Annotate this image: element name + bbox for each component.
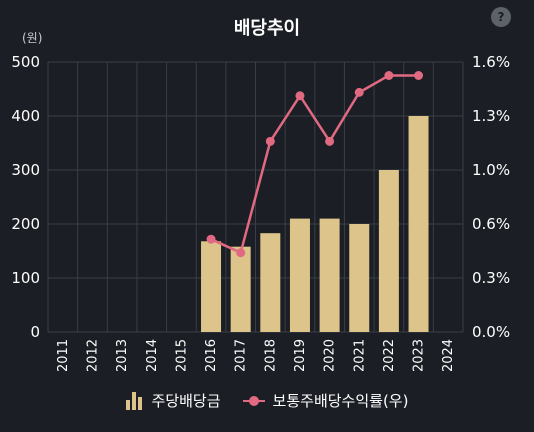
help-icon[interactable]: ? (491, 7, 511, 27)
right-tick-label: 0.0% (472, 323, 510, 341)
left-tick-label: 300 (11, 161, 40, 179)
x-tick-label: 2016 (204, 339, 219, 372)
left-tick-label: 400 (11, 107, 40, 125)
left-axis-unit: (원) (22, 31, 43, 45)
x-tick-label: 2015 (174, 339, 189, 372)
x-tick-label: 2013 (115, 339, 130, 372)
x-tick-label: 2024 (441, 339, 456, 372)
x-tick-label: 2018 (263, 339, 278, 372)
yield-point-2022 (384, 71, 394, 80)
right-tick-label: 0.3% (472, 269, 510, 287)
yield-point-2021 (354, 87, 364, 97)
yield-point-2019 (295, 91, 305, 101)
legend-item-line[interactable]: 보통주배당수익률(우) (242, 390, 409, 411)
right-tick-label: 1.3% (472, 107, 510, 125)
right-tick-label: 0.6% (472, 215, 510, 233)
legend-label-bar: 주당배당금 (151, 392, 221, 410)
yield-point-2018 (265, 136, 275, 146)
chart-title: 배당추이 (233, 18, 301, 39)
bar-2023 (408, 116, 429, 332)
bar-2018 (260, 233, 281, 332)
x-tick-label: 2019 (293, 339, 308, 372)
left-tick-label: 200 (11, 215, 40, 233)
bar-2016 (201, 241, 222, 332)
left-tick-label: 0 (30, 323, 40, 341)
bar-2022 (378, 170, 399, 332)
bar-chart-icon (125, 391, 144, 410)
x-tick-label: 2022 (382, 339, 397, 372)
x-tick-label: 2020 (323, 339, 338, 372)
right-tick-label: 1.0% (472, 161, 510, 179)
bar-2019 (289, 218, 310, 332)
line-marker-icon (242, 395, 265, 407)
right-tick-label: 1.6% (472, 53, 510, 71)
yield-point-2016 (206, 234, 216, 244)
yield-point-2020 (325, 136, 335, 146)
left-tick-label: 100 (11, 269, 40, 287)
x-tick-label: 2021 (352, 339, 367, 372)
legend-label-line: 보통주배당수익률(우) (272, 392, 409, 410)
yield-point-2023 (414, 71, 424, 80)
bar-2020 (319, 218, 340, 332)
x-tick-label: 2017 (234, 339, 249, 372)
yield-line (210, 74, 419, 254)
chart-legend: 주당배당금 보통주배당수익률(우) (0, 390, 534, 411)
bar-2021 (349, 224, 370, 332)
x-tick-label: 2014 (145, 339, 160, 372)
yield-point-2017 (236, 248, 246, 258)
legend-item-bar[interactable]: 주당배당금 (125, 390, 221, 411)
x-tick-label: 2023 (412, 339, 427, 372)
bar-2017 (230, 246, 251, 332)
x-tick-label: 2012 (85, 339, 100, 372)
left-tick-label: 500 (11, 53, 40, 71)
x-tick-label: 2011 (56, 339, 71, 372)
